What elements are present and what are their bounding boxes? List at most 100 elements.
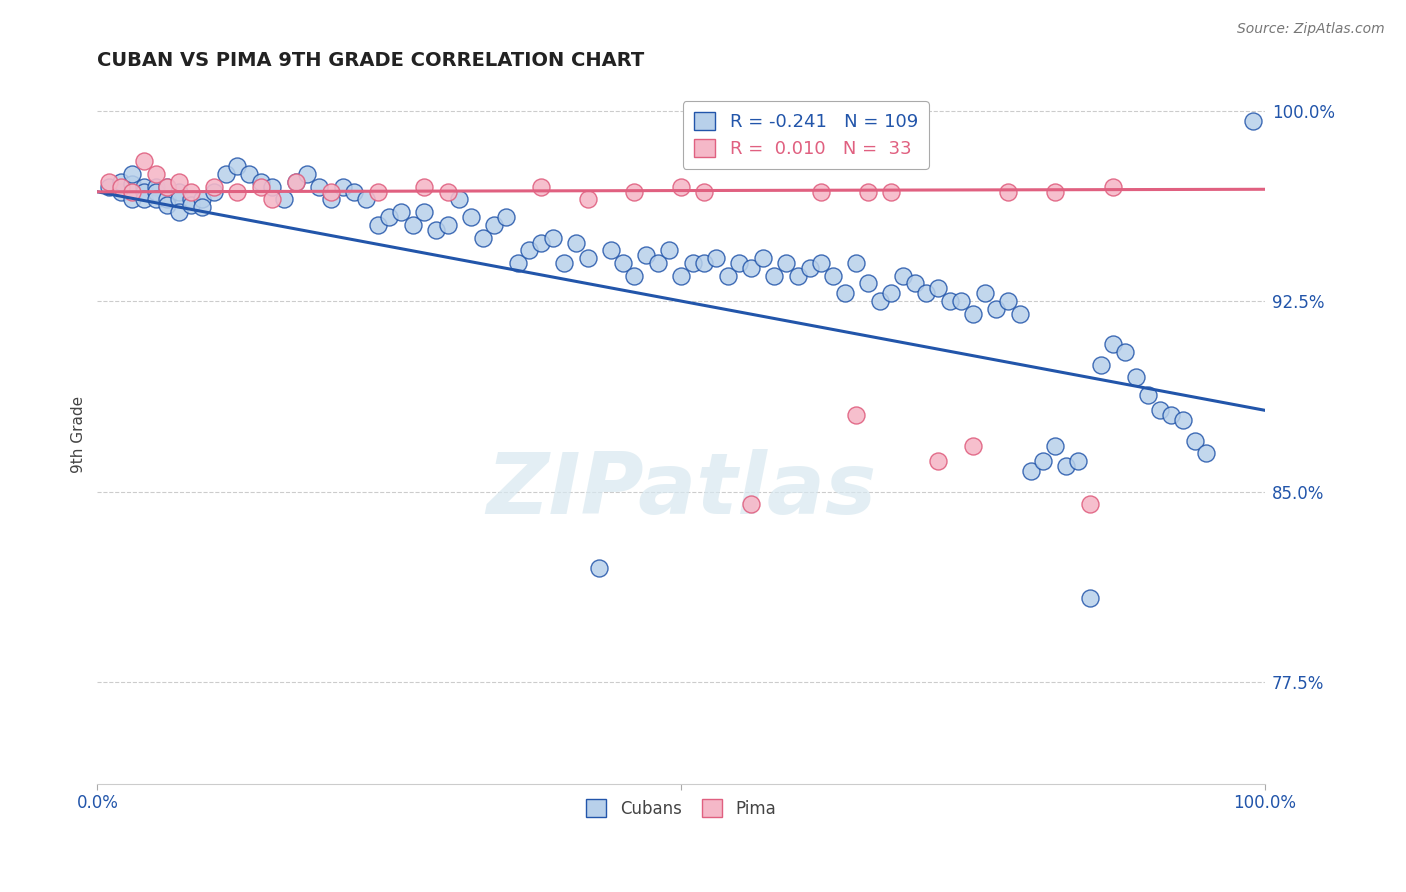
Point	[215, 167, 238, 181]
Point	[1054, 459, 1077, 474]
Point	[1078, 591, 1101, 606]
Point	[775, 256, 797, 270]
Point	[132, 193, 155, 207]
Point	[319, 193, 342, 207]
Point	[1102, 179, 1125, 194]
Point	[121, 185, 143, 199]
Point	[180, 193, 202, 207]
Point	[110, 185, 132, 199]
Point	[997, 294, 1019, 309]
Point	[1241, 113, 1264, 128]
Point	[517, 244, 540, 258]
Point	[262, 179, 284, 194]
Point	[891, 268, 914, 283]
Point	[132, 185, 155, 199]
Text: Source: ZipAtlas.com: Source: ZipAtlas.com	[1237, 22, 1385, 37]
Point	[1078, 497, 1101, 511]
Point	[704, 251, 727, 265]
Point	[927, 454, 949, 468]
Point	[636, 248, 658, 262]
Point	[1067, 454, 1090, 468]
Point	[834, 286, 856, 301]
Point	[880, 185, 903, 199]
Point	[541, 230, 564, 244]
Point	[98, 175, 121, 189]
Point	[740, 260, 762, 275]
Point	[132, 179, 155, 194]
Point	[249, 175, 271, 189]
Point	[927, 281, 949, 295]
Point	[167, 185, 190, 199]
Text: ZIPatlas: ZIPatlas	[486, 449, 876, 532]
Point	[682, 256, 704, 270]
Point	[249, 179, 271, 194]
Point	[436, 185, 458, 199]
Point	[986, 301, 1008, 316]
Point	[1171, 413, 1194, 427]
Point	[145, 167, 167, 181]
Point	[1137, 388, 1160, 402]
Point	[121, 167, 143, 181]
Point	[669, 268, 692, 283]
Point	[647, 256, 669, 270]
Point	[1195, 446, 1218, 460]
Point	[121, 193, 143, 207]
Point	[180, 197, 202, 211]
Point	[1149, 403, 1171, 417]
Point	[284, 175, 307, 189]
Point	[799, 260, 821, 275]
Point	[1184, 434, 1206, 448]
Point	[226, 160, 249, 174]
Point	[319, 185, 342, 199]
Point	[717, 268, 740, 283]
Point	[506, 256, 529, 270]
Point	[343, 185, 366, 199]
Point	[413, 205, 436, 219]
Point	[950, 294, 973, 309]
Point	[167, 175, 190, 189]
Point	[623, 185, 645, 199]
Point	[763, 268, 786, 283]
Point	[110, 175, 132, 189]
Point	[354, 193, 377, 207]
Point	[856, 277, 879, 291]
Point	[413, 179, 436, 194]
Legend: Cubans, Pima: Cubans, Pima	[579, 793, 782, 824]
Point	[576, 193, 599, 207]
Point	[202, 185, 225, 199]
Point	[612, 256, 634, 270]
Point	[1032, 454, 1054, 468]
Point	[367, 185, 389, 199]
Point	[915, 286, 938, 301]
Point	[600, 244, 623, 258]
Point	[693, 185, 716, 199]
Point	[997, 185, 1019, 199]
Point	[156, 179, 179, 194]
Point	[145, 185, 167, 199]
Text: CUBAN VS PIMA 9TH GRADE CORRELATION CHART: CUBAN VS PIMA 9TH GRADE CORRELATION CHAR…	[97, 51, 644, 70]
Point	[273, 193, 295, 207]
Point	[191, 193, 214, 207]
Point	[658, 244, 681, 258]
Point	[869, 294, 891, 309]
Point	[669, 179, 692, 194]
Point	[121, 178, 143, 192]
Point	[191, 200, 214, 214]
Point	[810, 185, 832, 199]
Point	[378, 211, 401, 225]
Point	[308, 179, 330, 194]
Point	[401, 218, 423, 232]
Point	[132, 154, 155, 169]
Point	[1043, 439, 1066, 453]
Point	[903, 277, 925, 291]
Point	[588, 561, 610, 575]
Point	[98, 179, 121, 194]
Point	[262, 193, 284, 207]
Point	[962, 307, 984, 321]
Point	[530, 235, 553, 250]
Point	[284, 175, 307, 189]
Point	[810, 256, 832, 270]
Point	[367, 218, 389, 232]
Point	[752, 251, 775, 265]
Point	[576, 251, 599, 265]
